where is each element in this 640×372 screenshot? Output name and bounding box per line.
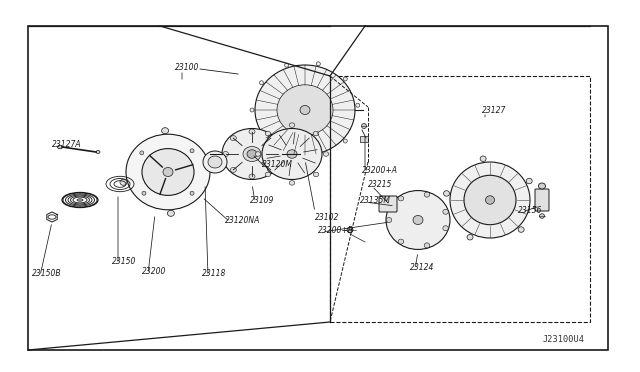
Ellipse shape	[343, 139, 348, 143]
Ellipse shape	[265, 131, 271, 136]
Ellipse shape	[540, 214, 545, 218]
Text: 23120M: 23120M	[262, 160, 293, 169]
FancyBboxPatch shape	[379, 196, 397, 212]
Ellipse shape	[444, 191, 449, 196]
Ellipse shape	[398, 196, 404, 201]
Ellipse shape	[209, 159, 216, 165]
Ellipse shape	[203, 151, 227, 173]
Text: 23127A: 23127A	[52, 140, 82, 148]
Ellipse shape	[424, 192, 429, 197]
Text: 23200+B: 23200+B	[318, 225, 354, 234]
Ellipse shape	[247, 150, 257, 158]
Ellipse shape	[163, 167, 173, 176]
Ellipse shape	[262, 128, 322, 180]
Bar	[330, 76, 590, 322]
Text: 23124: 23124	[410, 263, 435, 272]
Ellipse shape	[289, 123, 295, 127]
Ellipse shape	[140, 151, 144, 155]
Ellipse shape	[443, 209, 449, 214]
Ellipse shape	[464, 175, 516, 225]
Ellipse shape	[275, 151, 282, 157]
Bar	[360, 136, 368, 142]
Ellipse shape	[287, 150, 297, 158]
Text: 23215: 23215	[368, 180, 392, 189]
Ellipse shape	[387, 218, 392, 222]
Text: J23100U4: J23100U4	[543, 335, 585, 344]
Ellipse shape	[450, 162, 530, 238]
Ellipse shape	[208, 156, 222, 168]
Ellipse shape	[190, 149, 194, 153]
Ellipse shape	[77, 199, 83, 201]
Text: 23135M: 23135M	[360, 196, 391, 205]
Ellipse shape	[223, 151, 228, 157]
Ellipse shape	[314, 131, 319, 136]
Ellipse shape	[96, 151, 100, 154]
Ellipse shape	[259, 135, 264, 139]
Ellipse shape	[467, 234, 473, 240]
Text: 23200: 23200	[142, 267, 166, 276]
Ellipse shape	[386, 190, 450, 250]
Ellipse shape	[250, 108, 254, 112]
Text: 23150B: 23150B	[32, 269, 61, 279]
Ellipse shape	[255, 152, 260, 156]
Ellipse shape	[249, 174, 255, 179]
Ellipse shape	[162, 128, 168, 134]
Ellipse shape	[259, 81, 264, 85]
Ellipse shape	[424, 243, 429, 248]
Ellipse shape	[398, 239, 404, 244]
Ellipse shape	[343, 77, 348, 81]
Ellipse shape	[443, 226, 449, 231]
Ellipse shape	[362, 124, 367, 128]
Ellipse shape	[480, 156, 486, 161]
Text: 23127: 23127	[482, 106, 506, 115]
Ellipse shape	[413, 215, 423, 224]
Ellipse shape	[314, 172, 319, 177]
Ellipse shape	[356, 103, 360, 107]
Text: 23109: 23109	[250, 196, 275, 205]
Ellipse shape	[142, 191, 146, 195]
Ellipse shape	[120, 179, 127, 185]
Ellipse shape	[142, 148, 194, 195]
Ellipse shape	[538, 183, 545, 189]
Ellipse shape	[249, 129, 255, 134]
Ellipse shape	[316, 62, 321, 66]
Ellipse shape	[277, 85, 333, 135]
Ellipse shape	[268, 136, 274, 141]
Ellipse shape	[289, 181, 295, 185]
Ellipse shape	[526, 178, 532, 184]
Ellipse shape	[316, 154, 321, 158]
Ellipse shape	[265, 172, 271, 177]
Text: 23100: 23100	[175, 62, 200, 71]
Ellipse shape	[285, 153, 289, 157]
Ellipse shape	[300, 106, 310, 115]
Ellipse shape	[486, 196, 495, 204]
Ellipse shape	[230, 167, 236, 172]
Text: 23120NA: 23120NA	[225, 215, 260, 224]
Ellipse shape	[126, 134, 210, 210]
Text: 23200+A: 23200+A	[362, 166, 398, 174]
Text: 23118: 23118	[202, 269, 227, 279]
Ellipse shape	[230, 136, 236, 141]
Ellipse shape	[518, 227, 524, 232]
Text: 23156: 23156	[518, 205, 542, 215]
Text: 23150: 23150	[112, 257, 136, 266]
Ellipse shape	[190, 191, 194, 195]
Ellipse shape	[347, 227, 353, 233]
FancyBboxPatch shape	[535, 189, 549, 211]
Text: 23102: 23102	[315, 212, 339, 221]
Bar	[28, 26, 608, 350]
Ellipse shape	[222, 128, 282, 180]
Ellipse shape	[58, 145, 63, 149]
Ellipse shape	[323, 152, 329, 156]
Ellipse shape	[285, 63, 289, 67]
Ellipse shape	[268, 167, 274, 172]
Ellipse shape	[168, 210, 174, 217]
Ellipse shape	[255, 65, 355, 155]
Ellipse shape	[243, 147, 261, 161]
